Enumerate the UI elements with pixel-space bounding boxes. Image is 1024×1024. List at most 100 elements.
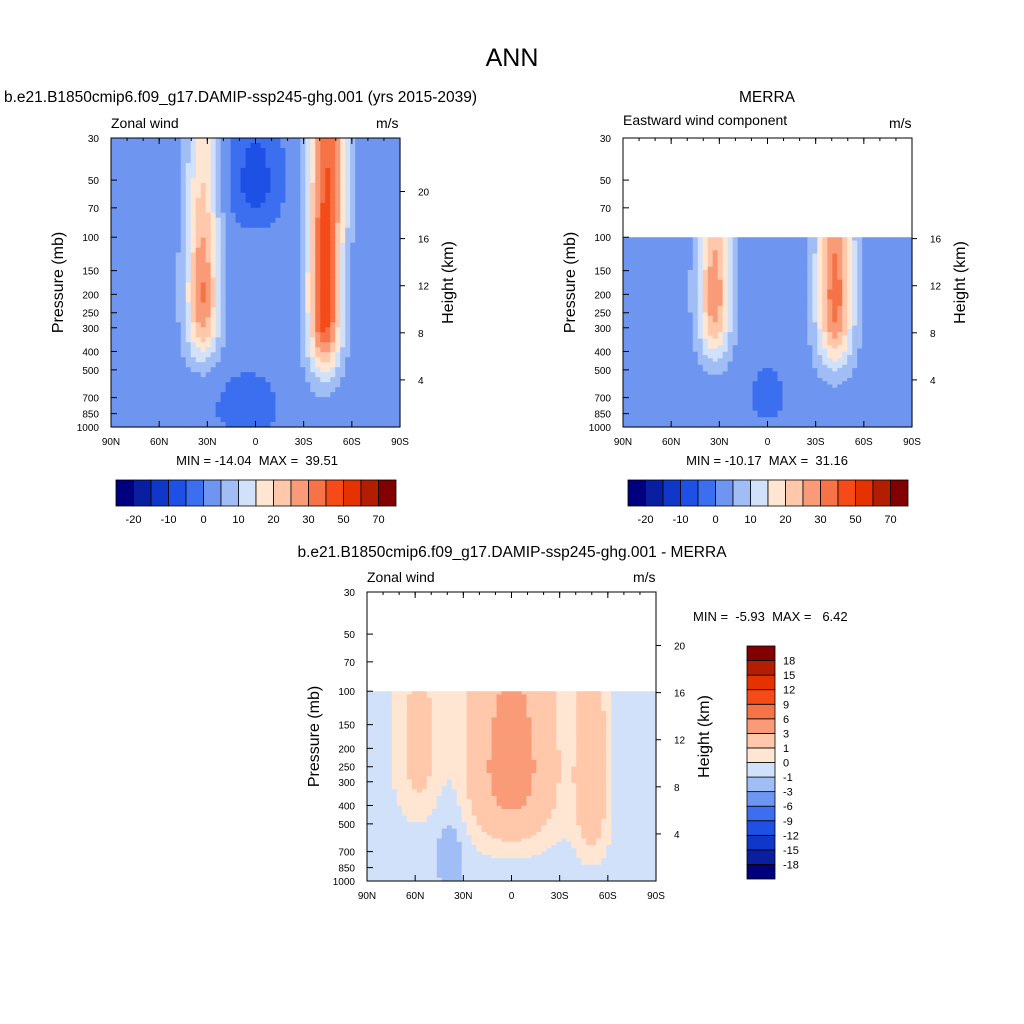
obs-cell	[662, 309, 669, 314]
obs-cell	[697, 309, 704, 314]
model-cell	[150, 138, 157, 144]
obs-cell	[662, 312, 669, 317]
obs-cell	[632, 289, 639, 294]
model-cell	[165, 342, 172, 348]
model-cell	[230, 292, 237, 299]
model-cell	[380, 327, 386, 333]
model-cell	[345, 277, 351, 284]
obs-cell	[623, 312, 629, 317]
model-cell	[180, 138, 187, 144]
model-cell	[370, 327, 376, 333]
model-cell	[195, 287, 202, 294]
model-cell	[255, 152, 262, 159]
obs-cell	[627, 322, 634, 327]
model-cell	[210, 232, 217, 239]
obs-cell	[717, 256, 724, 261]
model-cell	[175, 232, 182, 239]
obs-cell	[902, 273, 908, 278]
model-cell	[370, 177, 376, 184]
obs-cell	[787, 243, 794, 248]
obs-cell	[747, 240, 754, 245]
model-x-tick-label: 30N	[198, 437, 216, 448]
model-cell	[185, 352, 192, 358]
obs-cell	[677, 263, 684, 268]
model-cell	[160, 192, 167, 199]
model-cell	[310, 322, 316, 328]
model-cell	[190, 212, 197, 219]
model-cell	[280, 357, 286, 363]
obs-cell	[667, 263, 674, 268]
model-cell	[255, 177, 262, 184]
obs-cell	[832, 273, 838, 278]
model-cell	[185, 307, 192, 313]
model-cell	[175, 177, 182, 184]
obs-cell	[642, 296, 649, 300]
model-cell	[300, 142, 306, 149]
obs-cell	[792, 273, 798, 278]
obs-cell	[887, 286, 893, 291]
obs-cell	[847, 256, 853, 261]
model-colorbar-box	[203, 479, 222, 507]
model-cell	[360, 172, 366, 179]
model-cell	[135, 297, 142, 304]
obs-cell	[882, 273, 888, 278]
model-cell	[355, 227, 361, 234]
model-cell	[370, 272, 376, 279]
obs-cell	[882, 266, 888, 271]
obs-cell	[672, 296, 679, 300]
model-cell	[195, 202, 202, 209]
obs-cell	[752, 269, 759, 274]
model-cell	[380, 182, 386, 189]
model-cell	[140, 237, 147, 244]
model-cell	[365, 237, 371, 244]
model-cell	[245, 327, 252, 333]
model-cell	[350, 387, 356, 393]
model-cell	[320, 302, 326, 309]
obs-cell	[712, 243, 719, 248]
model-cell	[225, 207, 232, 214]
obs-cell	[787, 266, 794, 271]
model-cell	[120, 257, 127, 264]
obs-cell	[757, 273, 764, 278]
model-cell	[275, 202, 282, 209]
model-cell	[175, 167, 182, 174]
model-cell	[325, 152, 331, 159]
obs-cell	[682, 286, 689, 291]
obs-cell	[642, 279, 649, 284]
model-cell	[115, 332, 122, 338]
model-cell	[145, 257, 152, 264]
obs-cell	[623, 319, 629, 323]
model-cell	[330, 352, 336, 358]
obs-cell	[827, 302, 833, 307]
model-cell	[360, 342, 366, 348]
model-cell	[190, 177, 197, 184]
model-cell	[130, 277, 137, 284]
model-cell	[330, 192, 336, 199]
model-cell	[145, 187, 152, 194]
model-cell	[270, 397, 277, 403]
model-cell	[355, 177, 361, 184]
model-cell	[345, 227, 351, 234]
model-cell	[135, 382, 142, 388]
obs-cell	[767, 240, 774, 245]
obs-cell	[887, 266, 893, 271]
model-cell	[355, 232, 361, 239]
model-cell	[225, 227, 232, 234]
model-cell	[250, 157, 257, 164]
model-cell	[145, 342, 152, 348]
obs-cell	[727, 253, 734, 258]
model-cell	[155, 162, 162, 169]
model-cell	[165, 202, 172, 209]
obs-panel-title: MERRA	[739, 89, 795, 106]
model-cell	[255, 197, 262, 204]
model-cell	[215, 152, 222, 159]
model-cell	[225, 222, 232, 229]
model-cell	[300, 397, 306, 403]
model-cell	[325, 372, 331, 378]
obs-cell	[772, 266, 779, 271]
model-cell	[210, 272, 217, 279]
model-cell	[275, 402, 282, 408]
model-cell	[265, 237, 272, 244]
obs-cell	[872, 247, 878, 251]
model-colorbar-label: -10	[161, 514, 177, 526]
